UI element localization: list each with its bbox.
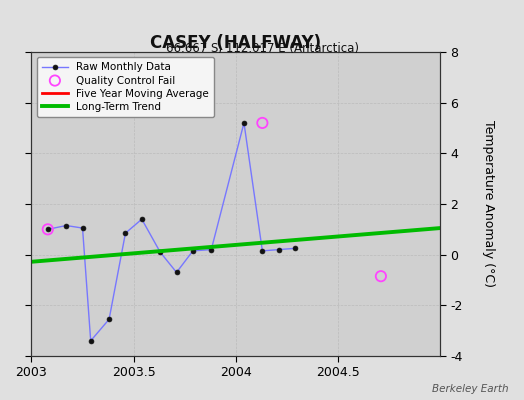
Line: Raw Monthly Data: Raw Monthly Data [46,120,298,343]
Raw Monthly Data [45,227,51,232]
Quality Control Fail [258,120,267,126]
Text: Berkeley Earth: Berkeley Earth [432,384,508,394]
Raw Monthly Data [173,270,180,275]
Quality Control Fail [43,226,52,232]
Raw Monthly Data [106,317,112,322]
Raw Monthly Data [139,217,145,222]
Raw Monthly Data [292,246,298,251]
Raw Monthly Data [276,247,282,252]
Quality Control Fail [377,273,385,280]
Raw Monthly Data [190,248,196,253]
Raw Monthly Data [88,338,94,343]
Raw Monthly Data [63,223,69,228]
Raw Monthly Data [157,250,163,254]
Raw Monthly Data [80,226,86,230]
Legend: Raw Monthly Data, Quality Control Fail, Five Year Moving Average, Long-Term Tren: Raw Monthly Data, Quality Control Fail, … [37,57,214,117]
Raw Monthly Data [259,248,266,253]
Title: CASEY (HALFWAY): CASEY (HALFWAY) [150,34,321,52]
Raw Monthly Data [122,231,128,236]
Raw Monthly Data [208,247,214,252]
Text: 66.667 S, 112.017 E (Antarctica): 66.667 S, 112.017 E (Antarctica) [166,42,358,55]
Y-axis label: Temperature Anomaly (°C): Temperature Anomaly (°C) [483,120,495,288]
Raw Monthly Data [241,120,247,125]
